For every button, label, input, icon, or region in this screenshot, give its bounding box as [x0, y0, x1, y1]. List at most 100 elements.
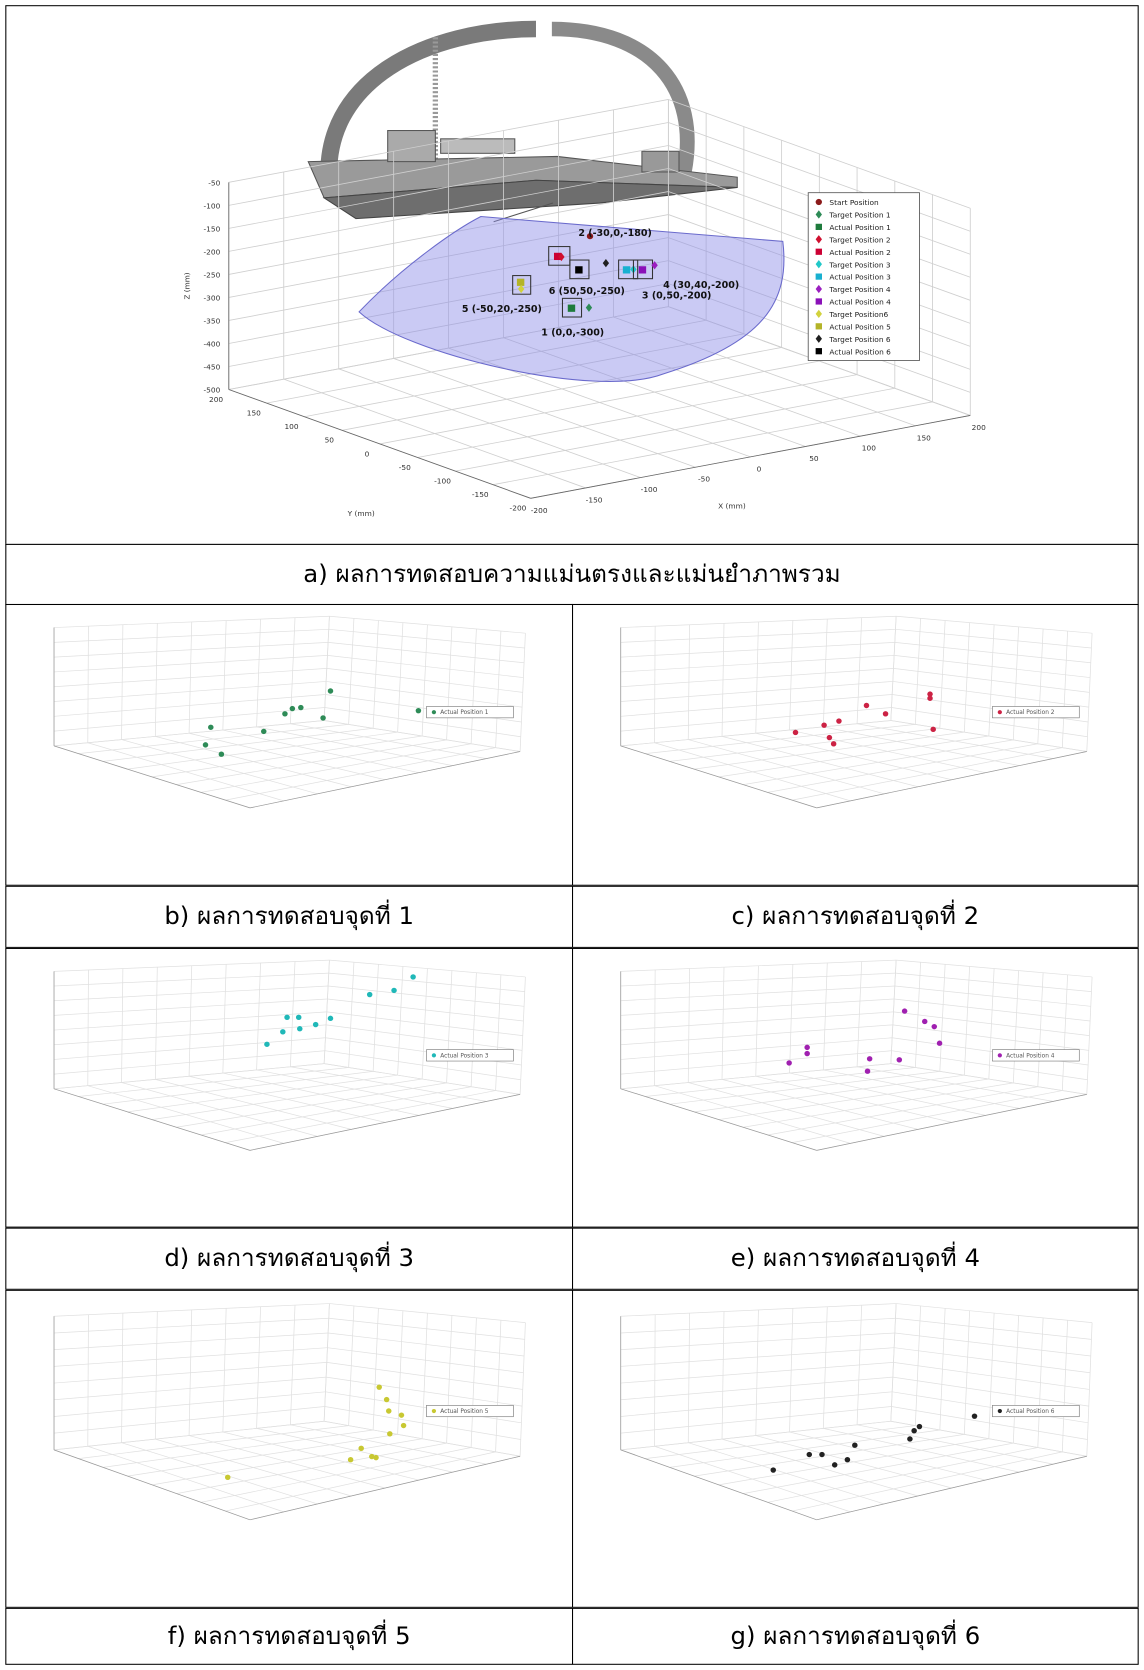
- z-tick-label: -500: [204, 386, 221, 395]
- annotation: 3 (0,50,-200): [642, 290, 712, 301]
- legend-label: Start Position: [829, 198, 879, 207]
- point: [290, 706, 296, 711]
- panel: Actual Position 5: [5, 1290, 573, 1608]
- point: [836, 718, 842, 723]
- z-tick-label: -400: [204, 340, 221, 349]
- grid-line: [719, 1079, 989, 1120]
- point: [225, 1475, 231, 1480]
- grid-line: [176, 740, 446, 785]
- grid-line: [257, 727, 453, 766]
- point: [907, 1436, 913, 1441]
- legend-marker: [816, 249, 822, 255]
- z-tick-label: -250: [204, 271, 221, 280]
- point: [376, 1384, 382, 1389]
- grid-line: [817, 752, 1087, 808]
- caption: a) ผลการทดสอบความแม่นตรงและแม่นยำภาพรวม: [5, 544, 1138, 605]
- grid-line: [327, 1362, 523, 1389]
- y-tick-label: 150: [247, 409, 261, 418]
- caption: c) ผลการทดสอบจุดที่ 2: [572, 886, 1139, 948]
- grid-line: [893, 1025, 1089, 1051]
- grid-line: [857, 724, 1053, 759]
- panel: Actual Position 2: [572, 604, 1139, 886]
- legend-marker: [816, 348, 822, 354]
- y-tick-label: 100: [284, 422, 298, 431]
- legend-marker: [816, 224, 822, 230]
- grid-line: [250, 1456, 520, 1520]
- point: [867, 1056, 873, 1061]
- chart-3d: Actual Position 6: [573, 1291, 1138, 1607]
- grid-line: [823, 1070, 1019, 1108]
- point: [917, 1424, 923, 1429]
- grid-line: [326, 1377, 522, 1406]
- annotation: 5 (-50,20,-250): [462, 304, 542, 315]
- panel: Actual Position 1: [5, 604, 573, 886]
- y-tick-label: 0: [365, 449, 370, 458]
- point: [280, 1029, 286, 1034]
- grid-line: [893, 681, 1089, 707]
- point: [391, 988, 397, 993]
- y-tick-label: -50: [399, 463, 411, 472]
- panel: Actual Position 3: [5, 948, 573, 1228]
- point: [827, 735, 833, 740]
- x-tick-label: 150: [917, 433, 931, 442]
- grid-line: [290, 1425, 486, 1464]
- point: [804, 1051, 810, 1056]
- grid-line: [823, 1428, 1019, 1472]
- grid-line: [176, 1443, 446, 1493]
- legend-label: Target Position 6: [828, 335, 891, 344]
- y-tick-label: -150: [472, 490, 489, 499]
- grid-line: [201, 744, 471, 793]
- y-axis-label: Y (mm): [347, 509, 375, 518]
- annotation: 2 (-30,0,-180): [578, 228, 651, 239]
- grid-line: [326, 681, 522, 707]
- legend-marker: [432, 710, 436, 714]
- chart-3d: Actual Position 2: [573, 605, 1138, 885]
- point: [358, 1446, 364, 1451]
- point: [865, 1069, 871, 1074]
- point: [313, 1022, 319, 1027]
- point: [320, 715, 326, 720]
- legend-label: Actual Position 5: [829, 323, 891, 332]
- grid-line: [152, 736, 422, 777]
- x-tick-label: 100: [862, 444, 876, 453]
- point: [821, 722, 827, 727]
- grid-line: [768, 1087, 1038, 1135]
- grid-line: [290, 1067, 486, 1102]
- chart-3d: Actual Position 5: [6, 1291, 572, 1607]
- point: [282, 711, 288, 716]
- point: [328, 688, 334, 693]
- legend-label: Actual Position 5: [440, 1409, 489, 1415]
- chart-3d: Actual Position 4: [573, 949, 1138, 1227]
- point: [807, 1452, 813, 1457]
- z-tick-label: -100: [204, 202, 221, 211]
- annotation: 4 (30,40,-200): [663, 280, 739, 291]
- grid-line: [223, 1073, 419, 1115]
- legend-label: Actual Position 1: [440, 710, 489, 716]
- point: [897, 1057, 903, 1062]
- grid-line: [893, 1362, 1089, 1389]
- legend-label: Actual Position 4: [1006, 1053, 1055, 1059]
- grid-line: [257, 1428, 453, 1472]
- grid-line: [817, 1094, 1087, 1150]
- grid-line: [792, 1452, 1062, 1511]
- grid-line: [768, 744, 1038, 793]
- grid-line: [290, 724, 486, 759]
- point: [819, 1452, 825, 1457]
- point: [932, 1024, 938, 1029]
- point: [264, 1042, 270, 1047]
- grid-line: [152, 1439, 422, 1485]
- point: [832, 1462, 838, 1467]
- grid-line: [792, 748, 1062, 800]
- y-tick-label: 50: [325, 436, 335, 445]
- legend-label: Actual Position 1: [829, 223, 890, 232]
- grid-line: [790, 1073, 986, 1115]
- point: [911, 1428, 917, 1433]
- point: [373, 1455, 379, 1460]
- grid-line: [327, 1012, 523, 1036]
- z-tick-label: -350: [204, 317, 221, 326]
- grid-line: [152, 1079, 422, 1120]
- point: [852, 1442, 858, 1447]
- legend-label: Actual Position 2: [1006, 710, 1055, 716]
- z-tick-label: -50: [208, 179, 220, 188]
- y-tick-label: -100: [434, 477, 451, 486]
